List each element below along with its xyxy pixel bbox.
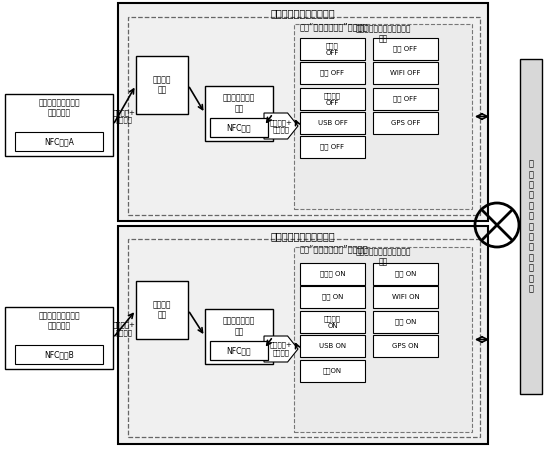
Text: NFC标签A: NFC标签A [44, 137, 74, 146]
Text: 软硬件接口控制
模块: 软硬件接口控制 模块 [223, 317, 255, 336]
Polygon shape [264, 336, 298, 362]
FancyBboxPatch shape [210, 118, 268, 137]
FancyBboxPatch shape [300, 62, 365, 84]
Text: 命令接收
模块: 命令接收 模块 [153, 75, 171, 95]
FancyBboxPatch shape [300, 263, 365, 285]
Text: NFC标签B: NFC标签B [44, 350, 74, 359]
FancyBboxPatch shape [300, 286, 365, 308]
Text: 串口 OFF: 串口 OFF [393, 96, 418, 102]
FancyBboxPatch shape [5, 94, 113, 156]
FancyBboxPatch shape [300, 360, 365, 382]
Text: 串口 ON: 串口 ON [395, 319, 416, 326]
FancyBboxPatch shape [373, 311, 438, 333]
FancyBboxPatch shape [373, 335, 438, 357]
FancyBboxPatch shape [294, 24, 472, 209]
Text: 软件操作系统用户动态控制
模块: 软件操作系统用户动态控制 模块 [355, 24, 411, 44]
Polygon shape [264, 113, 298, 139]
FancyBboxPatch shape [5, 307, 113, 369]
Text: WIFI ON: WIFI ON [392, 294, 419, 300]
Text: 模式切换+
权限设置: 模式切换+ 权限设置 [270, 342, 293, 356]
FancyBboxPatch shape [373, 112, 438, 134]
Text: 软硬件接口控制
模块: 软硬件接口控制 模块 [223, 94, 255, 113]
FancyBboxPatch shape [373, 286, 438, 308]
FancyBboxPatch shape [118, 226, 488, 444]
FancyBboxPatch shape [300, 88, 365, 110]
FancyBboxPatch shape [136, 56, 188, 114]
FancyBboxPatch shape [373, 62, 438, 84]
Text: USB ON: USB ON [319, 343, 346, 349]
Text: 软件“管制解除状态”工作模式: 软件“管制解除状态”工作模式 [300, 245, 368, 254]
Text: 蓝牙 ON: 蓝牙 ON [322, 294, 343, 300]
Text: 录音 OFF: 录音 OFF [320, 144, 344, 150]
Text: GPS OFF: GPS OFF [391, 120, 421, 126]
Text: 智能终端（软硬件系统）: 智能终端（软硬件系统） [271, 231, 335, 241]
FancyBboxPatch shape [300, 38, 365, 60]
Text: 触发设备（命令产生
发射模块）: 触发设备（命令产生 发射模块） [38, 311, 80, 331]
Text: 触发设备（命令产生
发射模块）: 触发设备（命令产生 发射模块） [38, 98, 80, 118]
Text: 短消息 ON: 短消息 ON [320, 271, 345, 277]
FancyBboxPatch shape [294, 247, 472, 432]
Text: 数据 OFF: 数据 OFF [393, 46, 418, 52]
Text: GPS ON: GPS ON [392, 343, 419, 349]
FancyBboxPatch shape [210, 341, 268, 360]
Text: 禁
止
！
操
作
系
统
内
部
切
换
无
效: 禁 止 ！ 操 作 系 统 内 部 切 换 无 效 [529, 159, 534, 293]
Text: 录音ON: 录音ON [323, 368, 342, 374]
Text: 拍照摄像
OFF: 拍照摄像 OFF [324, 92, 341, 106]
Text: 命令接收
模块: 命令接收 模块 [153, 300, 171, 320]
FancyBboxPatch shape [300, 311, 365, 333]
FancyBboxPatch shape [15, 132, 103, 151]
FancyBboxPatch shape [118, 3, 488, 221]
Text: USB OFF: USB OFF [318, 120, 348, 126]
FancyBboxPatch shape [373, 88, 438, 110]
Text: 软件“受限管制状态”工作模式: 软件“受限管制状态”工作模式 [300, 22, 368, 31]
Text: 智能终端（软硬件系统）: 智能终端（软硬件系统） [271, 8, 335, 18]
FancyBboxPatch shape [205, 86, 273, 141]
Text: NFC模块: NFC模块 [227, 346, 251, 355]
FancyBboxPatch shape [300, 112, 365, 134]
Text: 拍照摄像
ON: 拍照摄像 ON [324, 315, 341, 329]
Text: WIFI OFF: WIFI OFF [390, 70, 421, 76]
Text: 模式切换+
权限设置: 模式切换+ 权限设置 [270, 119, 293, 133]
FancyBboxPatch shape [136, 281, 188, 339]
Text: 短消息
OFF: 短消息 OFF [326, 42, 339, 56]
Text: 软件操作系统用户功能控制
模块: 软件操作系统用户功能控制 模块 [355, 247, 411, 267]
FancyBboxPatch shape [300, 136, 365, 158]
Text: 蓝牙 OFF: 蓝牙 OFF [320, 70, 344, 76]
Text: 切换指令+
权限指令: 切换指令+ 权限指令 [113, 322, 136, 336]
FancyBboxPatch shape [373, 38, 438, 60]
Text: 切换指令+
权限指令: 切换指令+ 权限指令 [113, 109, 136, 123]
Text: 数据 ON: 数据 ON [395, 271, 416, 277]
FancyBboxPatch shape [373, 263, 438, 285]
FancyBboxPatch shape [15, 345, 103, 364]
FancyBboxPatch shape [205, 309, 273, 364]
Text: NFC模块: NFC模块 [227, 123, 251, 132]
FancyBboxPatch shape [520, 59, 542, 394]
FancyBboxPatch shape [300, 335, 365, 357]
